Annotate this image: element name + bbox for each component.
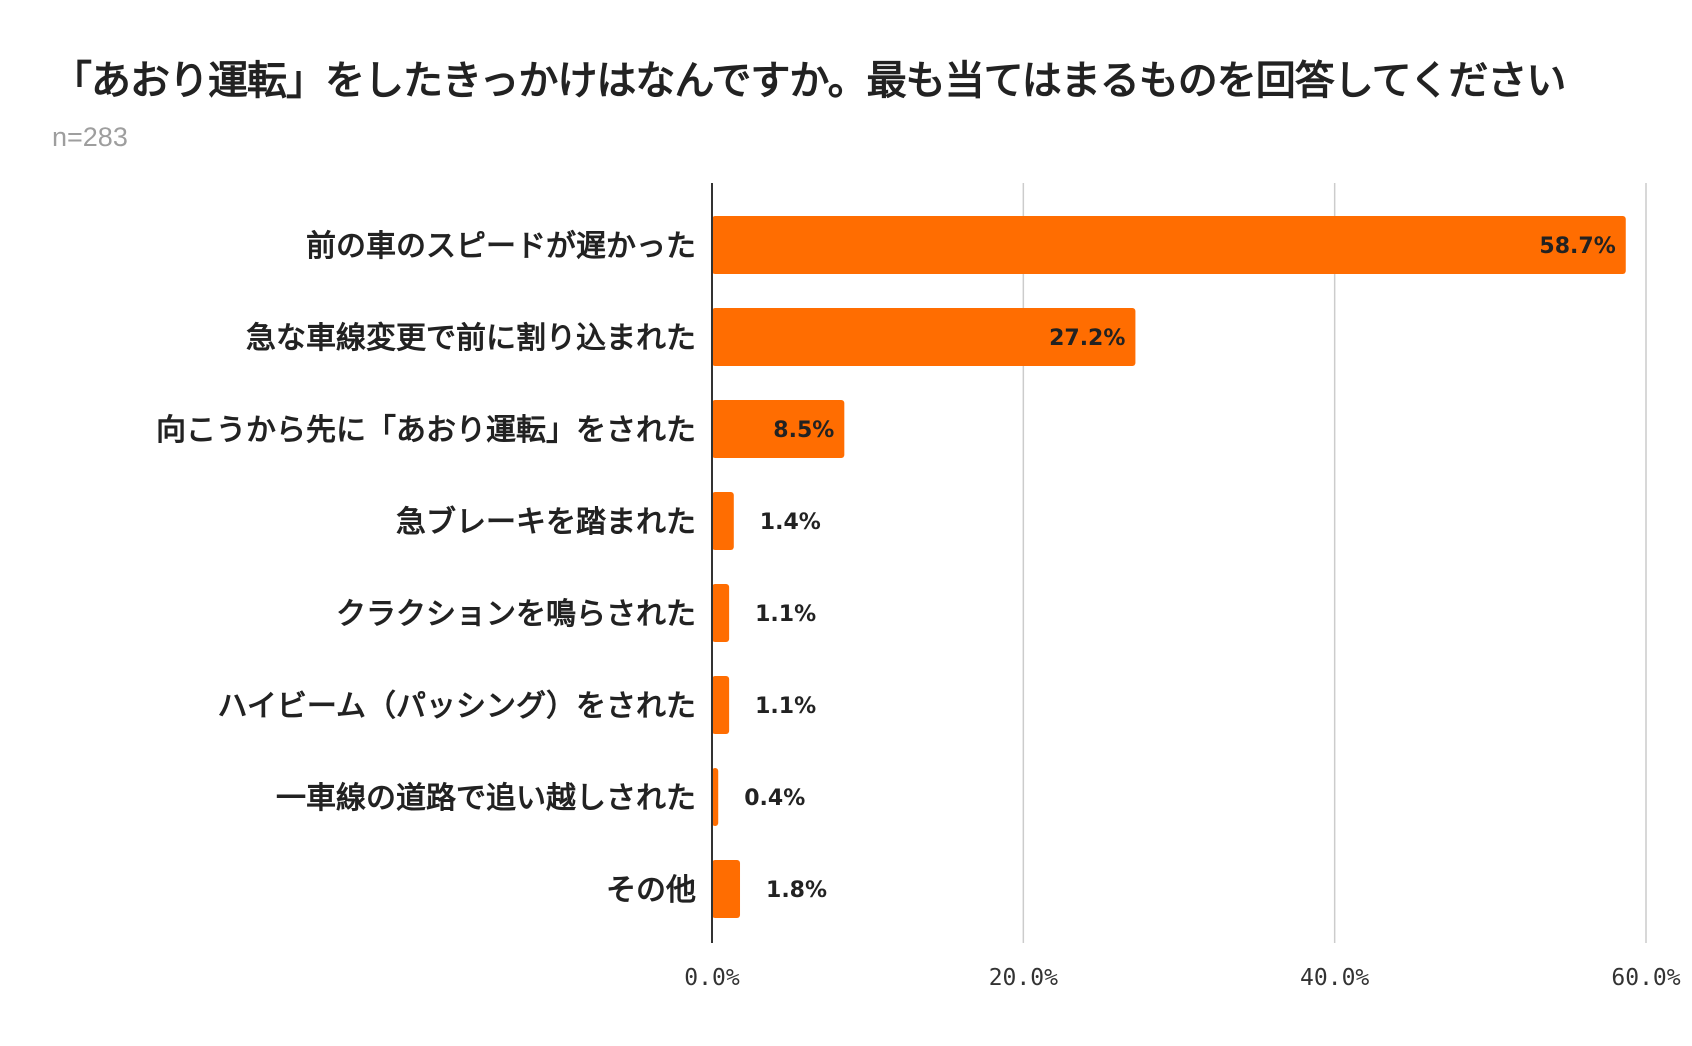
x-tick-label: 60.0%	[1611, 965, 1680, 991]
x-tick-label: 40.0%	[1300, 965, 1369, 991]
category-label: 前の車のスピードが遅かった	[306, 229, 696, 264]
data-label: 1.4%	[760, 510, 821, 535]
data-label: 1.8%	[766, 878, 827, 903]
data-label: 1.1%	[755, 694, 816, 719]
category-label: 向こうから先に「あおり運転」をされた	[156, 413, 696, 448]
labels: 0.0% 20.0% 40.0% 60.0% 前の車のスピードが遅かった 58.7% 急な車…	[156, 229, 1681, 991]
bar	[712, 400, 845, 458]
category-label: ハイビーム（パッシング）をされた	[218, 689, 697, 724]
data-label: 27.2%	[1049, 326, 1125, 351]
data-label: 8.5%	[773, 418, 834, 443]
chart-title: 「あおり運転」をしたきっかけはなんですか。最も当てはまるものを回答してください	[52, 58, 1566, 104]
bar	[712, 860, 741, 918]
data-label: 1.1%	[755, 602, 816, 627]
category-label: その他	[606, 873, 696, 908]
data-label: 58.7%	[1539, 234, 1615, 259]
bar	[712, 676, 730, 734]
category-label: クラクションを鳴らされた	[336, 597, 696, 632]
bar	[712, 308, 1136, 366]
category-label: 一車線の道路で追い越しされた	[276, 781, 696, 816]
chart-subtitle: n=283	[52, 122, 128, 152]
gridlines	[1022, 183, 1647, 943]
bar	[712, 584, 730, 642]
category-label: 急な車線変更で前に割り込まれた	[246, 321, 696, 356]
bar	[712, 216, 1626, 274]
data-label: 0.4%	[744, 786, 805, 811]
bar	[712, 492, 734, 550]
bar	[712, 768, 719, 826]
category-label: 急ブレーキを踏まれた	[396, 505, 696, 540]
bars	[712, 216, 1626, 918]
x-tick-label: 20.0%	[989, 965, 1058, 991]
x-tick-label: 0.0%	[684, 965, 740, 991]
